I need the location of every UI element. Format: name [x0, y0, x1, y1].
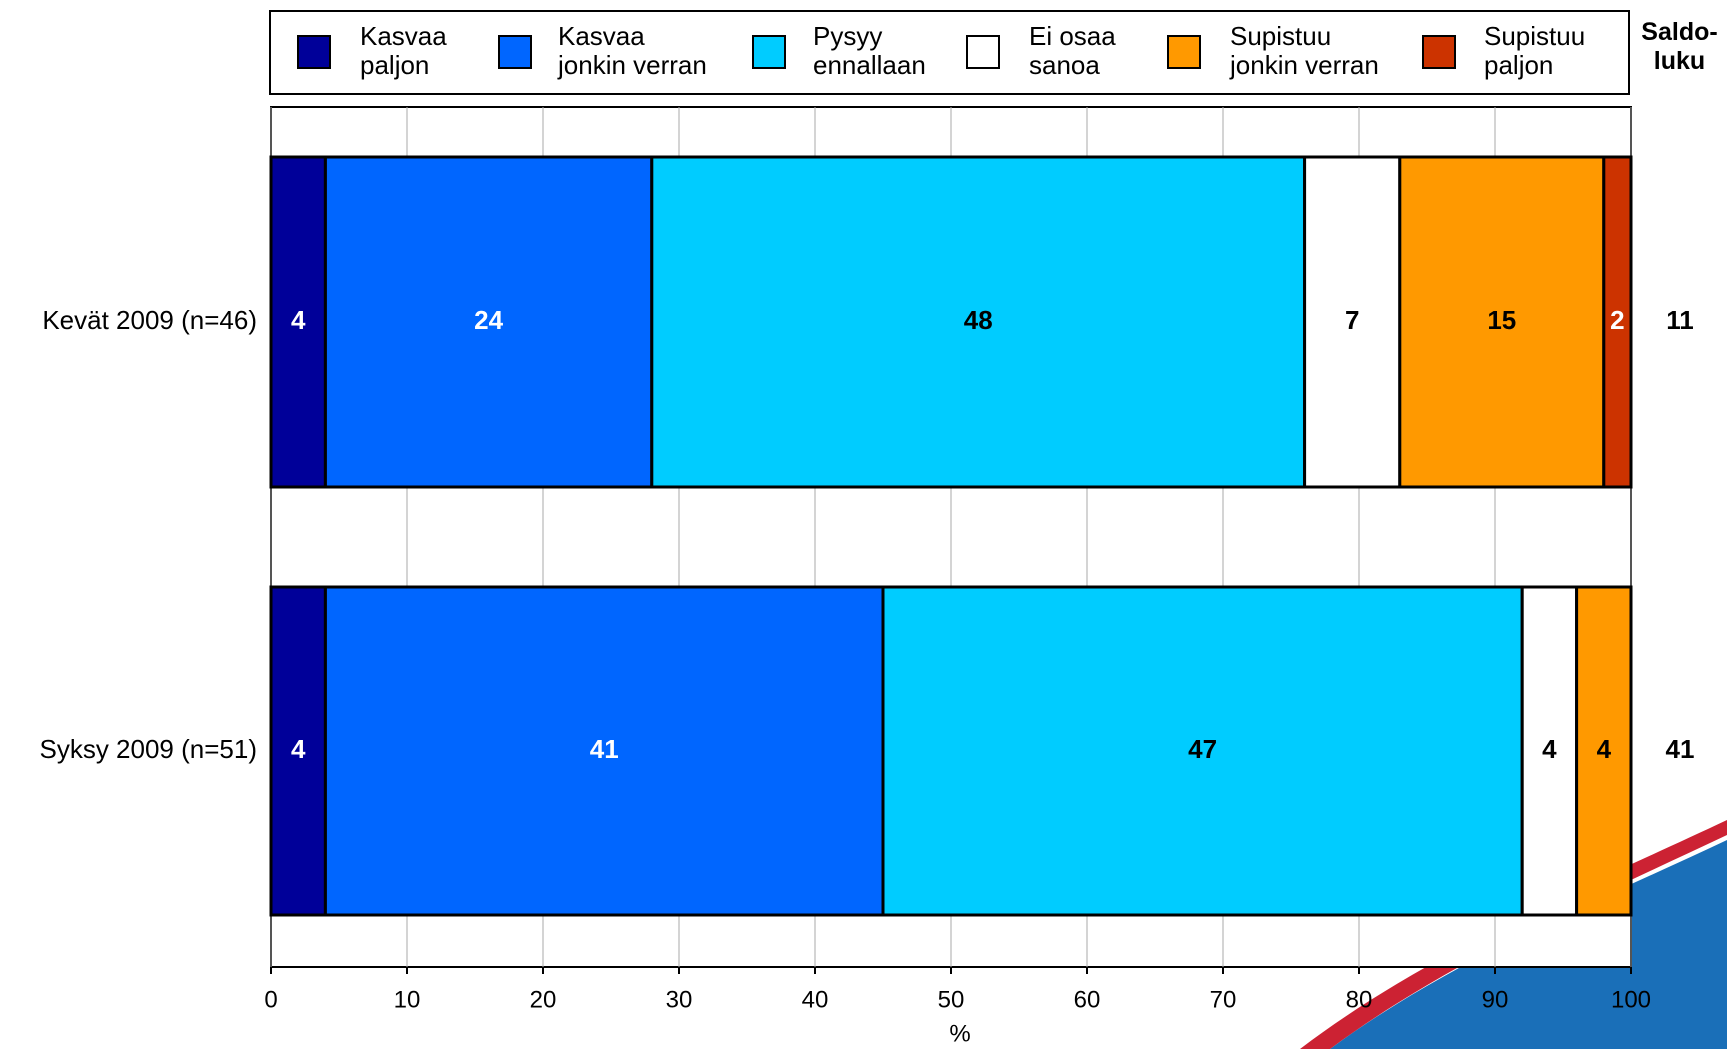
y-tick-label: Syksy 2009 (n=51)	[39, 734, 257, 764]
legend-label: Ei osaa sanoa	[1029, 21, 1116, 80]
legend-swatch	[966, 35, 1000, 69]
x-axis-label: %	[949, 1020, 970, 1047]
legend-swatch	[1167, 35, 1201, 69]
x-tick-label: 40	[802, 986, 829, 1013]
x-tick-label: 100	[1611, 986, 1651, 1013]
legend-swatch	[498, 35, 532, 69]
x-tick-label: 60	[1074, 986, 1101, 1013]
bar-segment	[323, 585, 885, 917]
data-label: 7	[1345, 305, 1359, 335]
bar-segment	[1602, 155, 1633, 489]
data-label: 41	[590, 734, 619, 764]
x-tick-label: 50	[938, 986, 965, 1013]
bar-segment	[323, 155, 654, 489]
data-label: 4	[1597, 734, 1612, 764]
data-label: 4	[1542, 734, 1557, 764]
bar-segment	[1520, 585, 1579, 917]
x-tick-label: 20	[530, 986, 557, 1013]
x-tick-label: 90	[1482, 986, 1509, 1013]
balance-value: 41	[1666, 734, 1695, 764]
bar-segment	[650, 155, 1307, 489]
bar-segment	[1575, 585, 1633, 917]
bar-segment	[1398, 155, 1606, 489]
x-tick-label: 0	[264, 986, 277, 1013]
legend-label: Pysyy ennallaan	[813, 21, 926, 80]
x-tick-label: 10	[394, 986, 421, 1013]
data-label: 4	[291, 734, 306, 764]
data-label: 48	[964, 305, 993, 335]
balance-value: 11	[1666, 305, 1694, 335]
legend-swatch	[297, 35, 331, 69]
legend-label: Supistuu paljon	[1484, 21, 1586, 80]
bar-segment	[269, 585, 327, 917]
x-tick-label: 70	[1210, 986, 1237, 1013]
data-label: 24	[474, 305, 503, 335]
legend-swatch	[1422, 35, 1456, 69]
x-tick-label: 30	[666, 986, 693, 1013]
data-label: 47	[1188, 734, 1217, 764]
legend-box	[269, 10, 1630, 95]
data-label: 4	[291, 305, 306, 335]
data-label: 15	[1487, 305, 1516, 335]
data-label: 2	[1610, 305, 1624, 335]
y-tick-label: Kevät 2009 (n=46)	[42, 305, 257, 335]
legend-label: Kasvaa paljon	[360, 21, 447, 80]
x-tick-label: 80	[1346, 986, 1373, 1013]
bar-segment	[881, 585, 1524, 917]
legend-label: Supistuu jonkin verran	[1230, 21, 1379, 80]
legend-label: Kasvaa jonkin verran	[558, 21, 707, 80]
balance-header: Saldo- luku	[1641, 18, 1718, 75]
legend-swatch	[752, 35, 786, 69]
